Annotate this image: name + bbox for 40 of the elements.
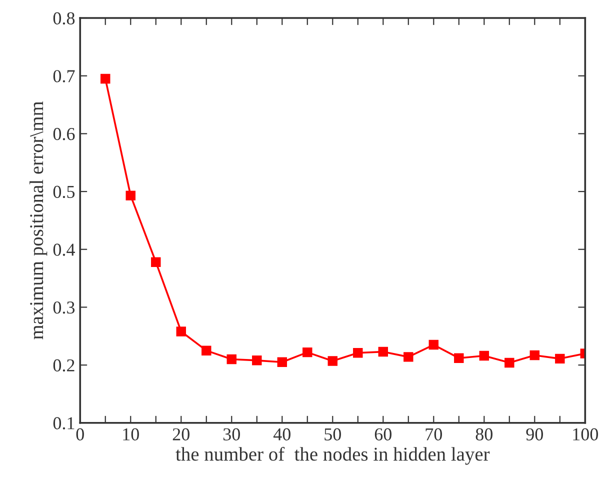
x-axis-title: the number of the nodes in hidden layer [176, 446, 490, 465]
x-tick-label: 60 [374, 428, 392, 440]
x-tick-label: 90 [526, 428, 543, 440]
point [353, 348, 363, 358]
y-tick-label: 0.6 [53, 128, 75, 140]
point [428, 340, 438, 350]
x-tick-label: 10 [123, 428, 139, 440]
y-tick-label: 0.2 [53, 359, 74, 372]
x-tick-label: 0 [76, 428, 84, 440]
point [151, 257, 161, 267]
point [454, 353, 464, 363]
x-tick-label: 30 [223, 428, 240, 440]
point [328, 356, 338, 366]
point [176, 326, 186, 336]
y-tick-label: 0.5 [53, 186, 75, 198]
point [252, 356, 262, 366]
point [202, 346, 212, 356]
point [504, 358, 514, 368]
y-tick-label: 0.3 [53, 301, 75, 314]
point [378, 346, 388, 357]
x-tick-label: 70 [426, 428, 442, 440]
x-tick-label: 50 [324, 428, 341, 440]
point [277, 357, 287, 368]
x-tick-label: 80 [476, 428, 492, 440]
point [479, 350, 490, 361]
y-tick-label: 0.1 [53, 417, 74, 430]
point [226, 354, 236, 364]
point [530, 350, 540, 360]
point [100, 74, 110, 84]
point [302, 347, 312, 358]
point [126, 190, 136, 200]
y-tick-label: 0.4 [53, 244, 75, 256]
x-tick-label: 40 [273, 428, 290, 440]
y-tick-label: 0.7 [53, 70, 75, 82]
point [555, 354, 565, 364]
x-tick-label: 20 [172, 428, 190, 440]
point [404, 352, 414, 362]
y-tick-label: 0.8 [53, 12, 75, 25]
y-axis-title: maximum positional error\mm [30, 101, 48, 340]
x-tick-label: 100 [573, 428, 598, 440]
